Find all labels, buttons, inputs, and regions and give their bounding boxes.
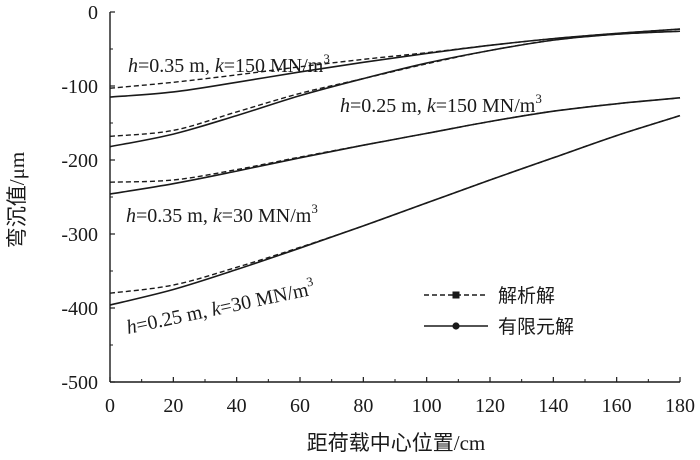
legend-item-fem: 有限元解 [424,316,574,338]
x-tick-label: 20 [163,395,183,417]
series-line-analytical-1 [109,30,681,138]
x-tick-label: 140 [538,395,568,417]
annotation-h025-k30: h=0.25 m, k=30 MN/m3 [124,274,317,339]
series-lines [109,28,681,306]
legend-marker-circle [452,322,460,330]
x-tick-label: 40 [227,395,247,417]
y-axis-label: 弯沉值/μm [5,152,29,248]
x-tick-label: 100 [412,395,442,417]
series-line-analytical-3 [109,114,681,294]
x-tick-label: 120 [475,395,505,417]
x-tick-label: 80 [353,395,373,417]
annotation-h035-k150: h=0.35 m, k=150 MN/m3 [128,51,330,77]
legend-marker-square [452,291,460,299]
y-tick-label: 0 [88,2,98,24]
series-line-analytical-2 [109,97,681,183]
y-tick-label: -200 [61,150,98,172]
x-axis-label: 距荷载中心位置/cm [307,431,486,455]
legend: 解析解 有限元解 [424,285,574,338]
annotation-h025-k150: h=0.25 m, k=150 MN/m3 [340,91,542,117]
y-tick-label: -500 [61,372,98,394]
x-tick-label: 0 [105,395,115,417]
x-tick-label: 60 [290,395,310,417]
axes: 0 -100 -200 -300 -400 -500 0 20 40 60 80 100 120 140 1… [61,2,695,417]
y-tick-label: -300 [61,224,98,246]
legend-label-fem: 有限元解 [498,316,574,338]
y-tick-label: -100 [61,76,98,98]
annotation-h035-k30: h=0.35 m, k=30 MN/m3 [126,201,318,227]
y-tick-label: -400 [61,298,98,320]
legend-label-analytical: 解析解 [498,285,555,307]
legend-item-analytical: 解析解 [424,285,555,307]
x-tick-label: 180 [665,395,695,417]
x-tick-label: 160 [602,395,632,417]
series-line-fem-1 [109,30,681,148]
